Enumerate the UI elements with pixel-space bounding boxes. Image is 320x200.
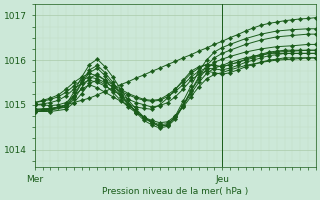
X-axis label: Pression niveau de la mer( hPa ): Pression niveau de la mer( hPa ) — [102, 187, 248, 196]
